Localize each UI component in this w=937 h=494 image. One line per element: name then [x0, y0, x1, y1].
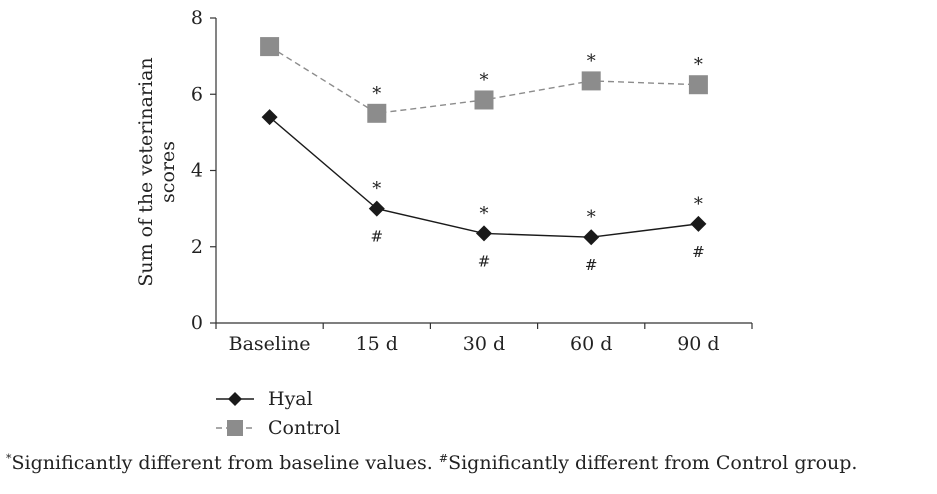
- legend-marker: [227, 420, 243, 436]
- series-control: * * * *: [260, 37, 708, 123]
- significance-marker: *: [694, 55, 703, 76]
- footnote-text-control: Significantly different from Control gro…: [448, 452, 858, 474]
- data-point-control: [581, 71, 601, 91]
- significance-marker: #: [371, 228, 384, 246]
- significance-marker: *: [480, 203, 489, 224]
- chart-axes: 0 2 4 6 8 Baseline 15 d 30 d 60 d 90 d: [191, 7, 753, 355]
- y-tick-label: 2: [191, 236, 203, 258]
- legend-marker: [228, 392, 242, 406]
- significance-marker: *: [372, 179, 381, 200]
- data-point-hyal: [368, 200, 385, 217]
- significance-marker: *: [480, 70, 489, 91]
- data-point-control: [260, 37, 280, 57]
- legend-label: Hyal: [268, 388, 313, 410]
- x-tick-label: 15 d: [356, 333, 398, 355]
- data-point-control: [367, 103, 387, 123]
- series-layer: * # * # * # * # * * * *: [260, 37, 708, 274]
- significance-marker: #: [585, 256, 598, 274]
- footnote-text-baseline: Significantly different from baseline va…: [11, 452, 439, 474]
- y-axis-label-line-1: Sum of the veterinarian: [135, 57, 157, 286]
- footnote: *Significantly different from baseline v…: [6, 452, 857, 474]
- footnote-mark-control: #: [438, 452, 449, 465]
- footnote-mark-baseline: *: [6, 452, 12, 465]
- significance-marker: #: [692, 243, 705, 261]
- significance-marker: *: [372, 83, 381, 104]
- data-point-hyal: [476, 225, 492, 242]
- legend-item-control: Control: [216, 417, 340, 439]
- x-tick-label: 60 d: [570, 333, 612, 355]
- y-tick-label: 6: [191, 83, 203, 105]
- data-point-hyal: [261, 109, 278, 126]
- y-tick-label: 0: [191, 312, 203, 334]
- y-tick-label: 4: [191, 160, 203, 182]
- significance-marker: #: [478, 252, 491, 270]
- data-point-control: [474, 90, 494, 110]
- legend-item-hyal: Hyal: [216, 388, 313, 410]
- x-tick-label: 30 d: [463, 333, 505, 355]
- significance-marker: *: [694, 194, 703, 215]
- significance-marker: *: [587, 207, 596, 228]
- series-hyal: * # * # * # * #: [261, 109, 707, 274]
- y-axis-label: Sum of the veterinarian scores: [135, 57, 179, 286]
- data-point-hyal: [583, 229, 600, 246]
- legend: Hyal Control: [216, 388, 340, 439]
- x-tick-label: 90 d: [677, 333, 719, 355]
- data-point-control: [688, 75, 708, 95]
- legend-label: Control: [268, 417, 340, 439]
- significance-marker: *: [587, 51, 596, 72]
- x-tick-label: Baseline: [229, 333, 311, 355]
- y-axis-label-line-2: scores: [157, 141, 179, 203]
- y-tick-label: 8: [191, 7, 203, 29]
- data-point-hyal: [690, 215, 707, 232]
